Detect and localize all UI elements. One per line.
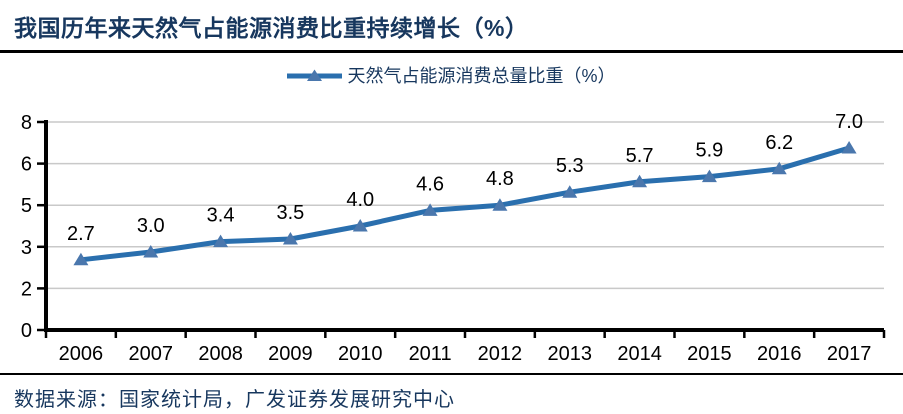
data-label: 3.0 (137, 215, 165, 237)
x-tick-label: 2009 (268, 343, 313, 365)
figure-footer: 数据来源：国家统计局，广发证券发展研究中心 (0, 373, 903, 414)
y-tick-label: 3 (21, 237, 32, 259)
data-point-marker (282, 232, 298, 245)
data-point-marker (771, 161, 787, 175)
y-tick-label: 5 (21, 195, 32, 217)
data-label: 7.0 (835, 111, 863, 133)
data-point-marker (492, 198, 508, 211)
data-label: 4.8 (486, 168, 514, 190)
x-tick-label: 2008 (198, 343, 243, 365)
line-chart: 0 2 3 5 6 8 2006 2007 2008 2009 2010 2011 2012 2013 20… (21, 111, 886, 365)
data-label: 5.9 (696, 140, 724, 162)
data-point-marker (73, 252, 89, 266)
y-tick-label: 8 (21, 112, 32, 134)
legend-line-marker-icon (287, 69, 343, 81)
y-tick-label: 0 (21, 320, 32, 342)
legend-label: 天然气占能源消费总量比重（%） (347, 66, 616, 86)
y-tick-label: 2 (21, 278, 32, 300)
x-tick-label: 2017 (827, 343, 872, 365)
x-tick-label: 2015 (687, 343, 732, 365)
data-point-marker (213, 234, 229, 248)
data-label: 5.7 (626, 145, 654, 167)
data-label: 4.6 (416, 173, 444, 195)
x-tick-label: 2007 (129, 343, 174, 365)
x-tick-label: 2006 (59, 343, 104, 365)
series-line (78, 145, 852, 263)
data-label: 6.2 (765, 132, 793, 154)
data-point-marker (632, 174, 648, 188)
data-label: 5.3 (556, 155, 584, 177)
data-point-marker (143, 245, 159, 258)
legend: 天然气占能源消费总量比重（%） (0, 62, 903, 88)
data-point-marker (701, 169, 717, 183)
data-point-marker (422, 203, 438, 216)
y-tick-label: 6 (21, 154, 32, 176)
data-label: 3.5 (277, 202, 305, 224)
x-tick-label: 2012 (478, 343, 523, 365)
x-tick-label: 2010 (338, 343, 383, 365)
data-point-marker (562, 185, 578, 198)
data-label: 3.4 (207, 205, 235, 227)
data-label: 4.0 (346, 189, 374, 211)
data-point-marker (841, 141, 857, 154)
x-tick-label: 2011 (409, 343, 452, 365)
x-tick-label: 2016 (757, 343, 802, 365)
data-source: 数据来源：国家统计局，广发证券发展研究中心 (14, 389, 455, 411)
figure-header: 我国历年来天然气占能源消费比重持续增长（%） (0, 0, 903, 53)
data-point-marker (352, 219, 368, 232)
legend-triangle-marker (307, 69, 323, 81)
data-label: 2.7 (67, 223, 95, 245)
x-tick-label: 2014 (617, 343, 662, 365)
x-tick-label: 2013 (548, 343, 593, 365)
chart-title: 我国历年来天然气占能源消费比重持续增长（%） (14, 15, 529, 41)
